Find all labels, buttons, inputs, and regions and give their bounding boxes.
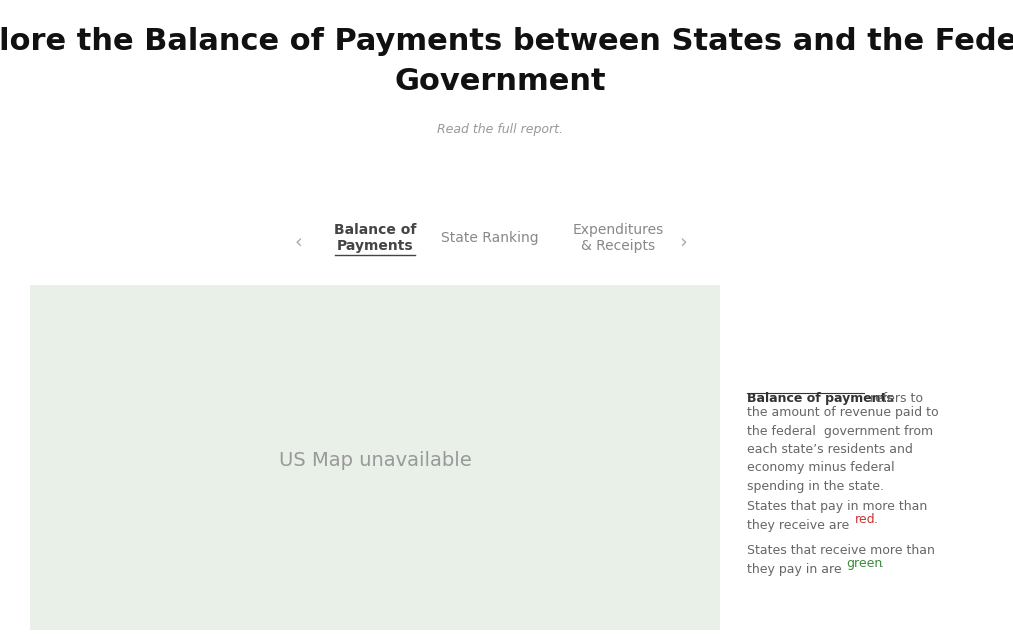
Text: green: green: [846, 557, 882, 570]
Text: Read the full report.: Read the full report.: [437, 124, 563, 136]
Text: red: red: [855, 513, 875, 526]
Text: Balance of payments: Balance of payments: [747, 392, 893, 405]
Text: ›: ›: [679, 232, 687, 252]
Text: Government: Government: [394, 67, 606, 97]
Text: refers to: refers to: [866, 392, 923, 405]
Text: .: .: [880, 557, 884, 570]
Text: States that pay in more than
they receive are: States that pay in more than they receiv…: [747, 500, 927, 531]
Bar: [30, 285, 720, 630]
Text: the amount of revenue paid to
the federal  government from
each state’s resident: the amount of revenue paid to the federa…: [747, 406, 939, 493]
Text: Explore the Balance of Payments between States and the Federal: Explore the Balance of Payments between …: [0, 28, 1013, 56]
Text: States that receive more than
they pay in are: States that receive more than they pay i…: [747, 544, 935, 575]
Text: Balance of
Payments: Balance of Payments: [334, 223, 416, 253]
Text: Expenditures
& Receipts: Expenditures & Receipts: [572, 223, 664, 253]
Text: .: .: [874, 513, 878, 526]
Text: US Map unavailable: US Map unavailable: [279, 451, 471, 470]
Text: ‹: ‹: [294, 232, 302, 252]
Text: State Ranking: State Ranking: [442, 231, 539, 245]
